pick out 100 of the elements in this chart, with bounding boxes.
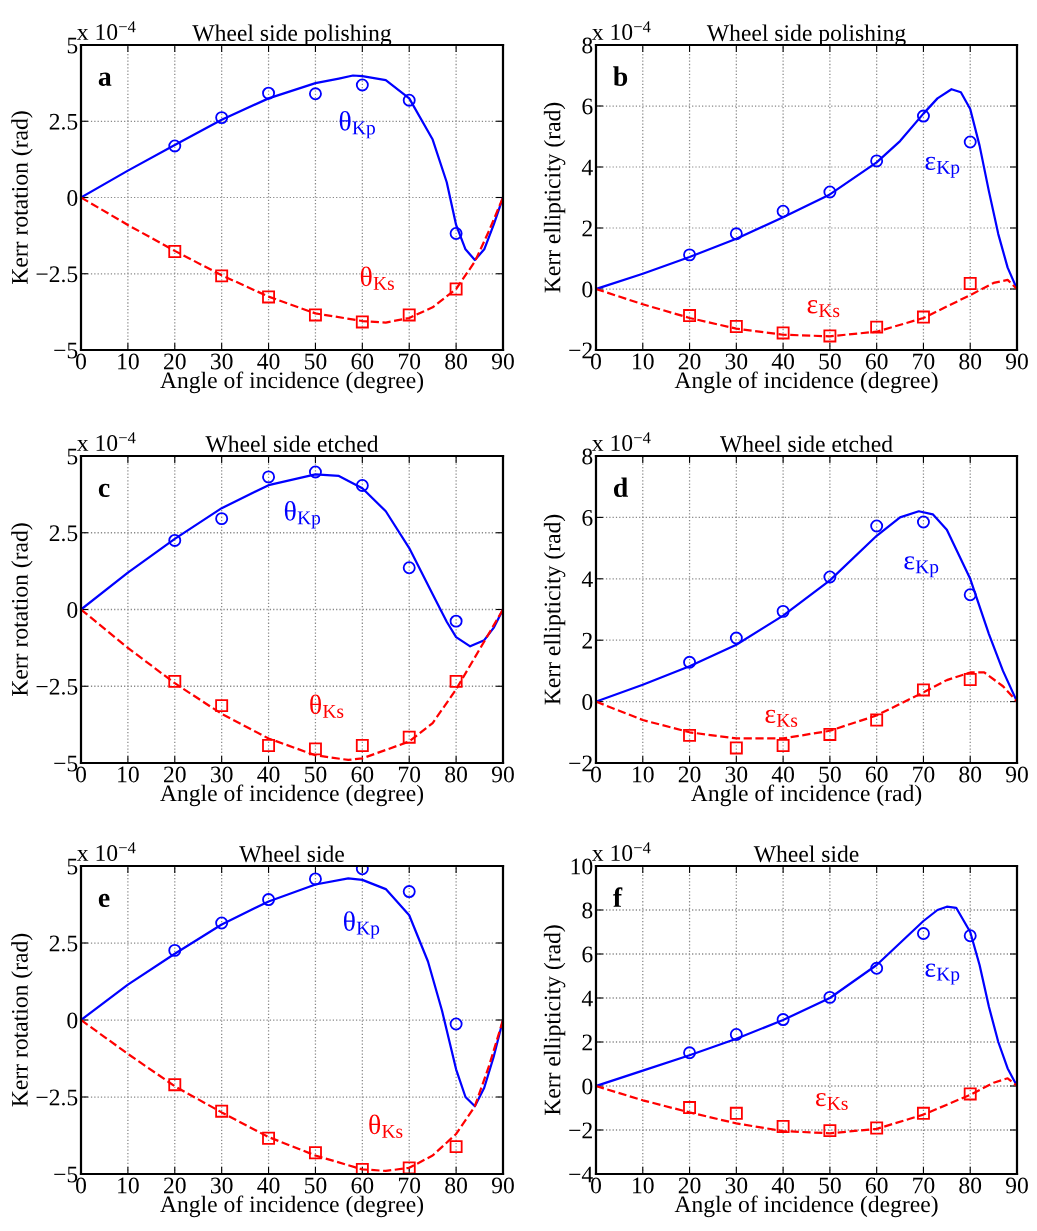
x-tick-label: 50 [305, 353, 327, 370]
x-tick-label: 50 [305, 1177, 327, 1194]
series-label: ε$_{Kp}$ [904, 556, 939, 578]
y-tick-label: 0 [67, 1012, 78, 1029]
point [308, 308, 322, 322]
y-axis-title: Kerr rotation (rad) [11, 111, 33, 285]
chart-title: Wheel side etched [205, 435, 379, 453]
point [683, 1101, 697, 1115]
series-label: θ$_{Kp}$ [284, 501, 321, 529]
point [823, 1124, 837, 1138]
y-axis-title: Kerr rotation (rad) [11, 933, 33, 1107]
point [402, 730, 416, 744]
point [963, 1087, 977, 1101]
y-tick-label: 2.5 [49, 525, 78, 542]
point [355, 479, 369, 492]
y-tick-label: 5 [67, 858, 78, 875]
series-label: θ$_{Ks}$ [360, 266, 394, 290]
x-tick-label: 20 [678, 1177, 701, 1194]
y-tick-label: 6 [582, 98, 593, 115]
x-tick-label: 10 [633, 1177, 654, 1194]
point [776, 204, 790, 218]
chart-title: Wheel side polishing [192, 24, 392, 46]
x-tick-label: 90 [491, 1177, 514, 1194]
x-tick-label: 90 [491, 353, 514, 370]
point [870, 961, 884, 975]
point [215, 699, 229, 713]
y-tick-label: 5 [67, 37, 78, 54]
y-tick-label: −5 [54, 1166, 78, 1183]
x-tick-label: 70 [398, 1177, 421, 1194]
annotation: a [98, 72, 112, 86]
point [449, 282, 463, 296]
x-tick-label: 20 [678, 766, 701, 783]
point [262, 1131, 276, 1145]
point [776, 604, 790, 618]
x-axis-title: Angle of incidence (degree) [674, 1195, 938, 1218]
line-series [596, 905, 1017, 1088]
x-tick-label: 30 [210, 1177, 233, 1194]
x-tick-label: 30 [725, 766, 748, 783]
y-tick-label: 4 [581, 159, 593, 176]
x-axis-title: Angle of incidence (degree) [160, 371, 424, 394]
point [449, 674, 463, 688]
x-tick-label: 20 [678, 353, 701, 370]
x-tick-label: 60 [351, 766, 374, 783]
point [449, 614, 463, 628]
annotation: b [613, 66, 628, 86]
chart-title: Wheel side etched [719, 435, 893, 453]
y-tick-label: 0 [67, 601, 78, 618]
point [402, 308, 416, 322]
line-series [596, 88, 1017, 291]
x-tick-label: 10 [118, 766, 139, 783]
point [916, 515, 930, 529]
series-label: ε$_{Ks}$ [815, 1092, 848, 1111]
x-tick-label: 70 [913, 1177, 935, 1194]
y-tick-label: 8 [582, 448, 593, 465]
y-tick-label: 0 [582, 1078, 593, 1095]
y-axis-title: Kerr ellipticity (rad) [543, 102, 566, 293]
y-tick-label: −2 [569, 1122, 592, 1139]
point [355, 739, 369, 752]
text: x 10$^{−4}$ [592, 21, 651, 41]
x-tick-label: 90 [1005, 766, 1028, 783]
x-tick-label: 60 [865, 1177, 888, 1194]
x-tick-label: 70 [398, 353, 421, 370]
point [870, 1121, 884, 1135]
y-tick-label: 0 [582, 694, 593, 711]
point [729, 631, 743, 645]
y-tick-label: 8 [582, 37, 593, 54]
x-tick-label: 90 [1005, 1177, 1028, 1194]
line-series [81, 74, 503, 262]
point [168, 139, 182, 153]
point [262, 739, 276, 752]
series-label: ε$_{Ks}$ [765, 709, 798, 727]
y-tick-label: 2 [582, 1034, 592, 1051]
point [308, 87, 322, 101]
point [168, 943, 182, 957]
y-tick-label: 2 [582, 220, 592, 237]
point [963, 588, 977, 602]
x-tick-label: 60 [865, 353, 888, 370]
point [729, 741, 743, 755]
point [683, 728, 697, 742]
y-axis-title: Kerr rotation (rad) [11, 523, 33, 697]
point [308, 742, 322, 756]
series-label: θ$_{Ks}$ [310, 694, 344, 718]
x-tick-label: 80 [445, 353, 468, 370]
x-tick-label: 80 [445, 766, 468, 783]
y-tick-label: −2 [569, 755, 592, 772]
x-axis-title: Angle of incidence (degree) [674, 371, 938, 394]
y-tick-label: −2.5 [36, 1089, 78, 1106]
point [870, 320, 884, 334]
point [916, 927, 930, 941]
point [823, 329, 837, 343]
point [402, 93, 416, 107]
point [963, 277, 977, 290]
y-tick-label: 2.5 [49, 113, 78, 130]
point [215, 916, 229, 930]
point [449, 1140, 463, 1154]
line-series [596, 1077, 1017, 1135]
y-tick-label: 2 [582, 632, 592, 649]
point [168, 533, 182, 547]
y-tick-label: 2.5 [49, 935, 78, 952]
point [683, 1046, 697, 1060]
